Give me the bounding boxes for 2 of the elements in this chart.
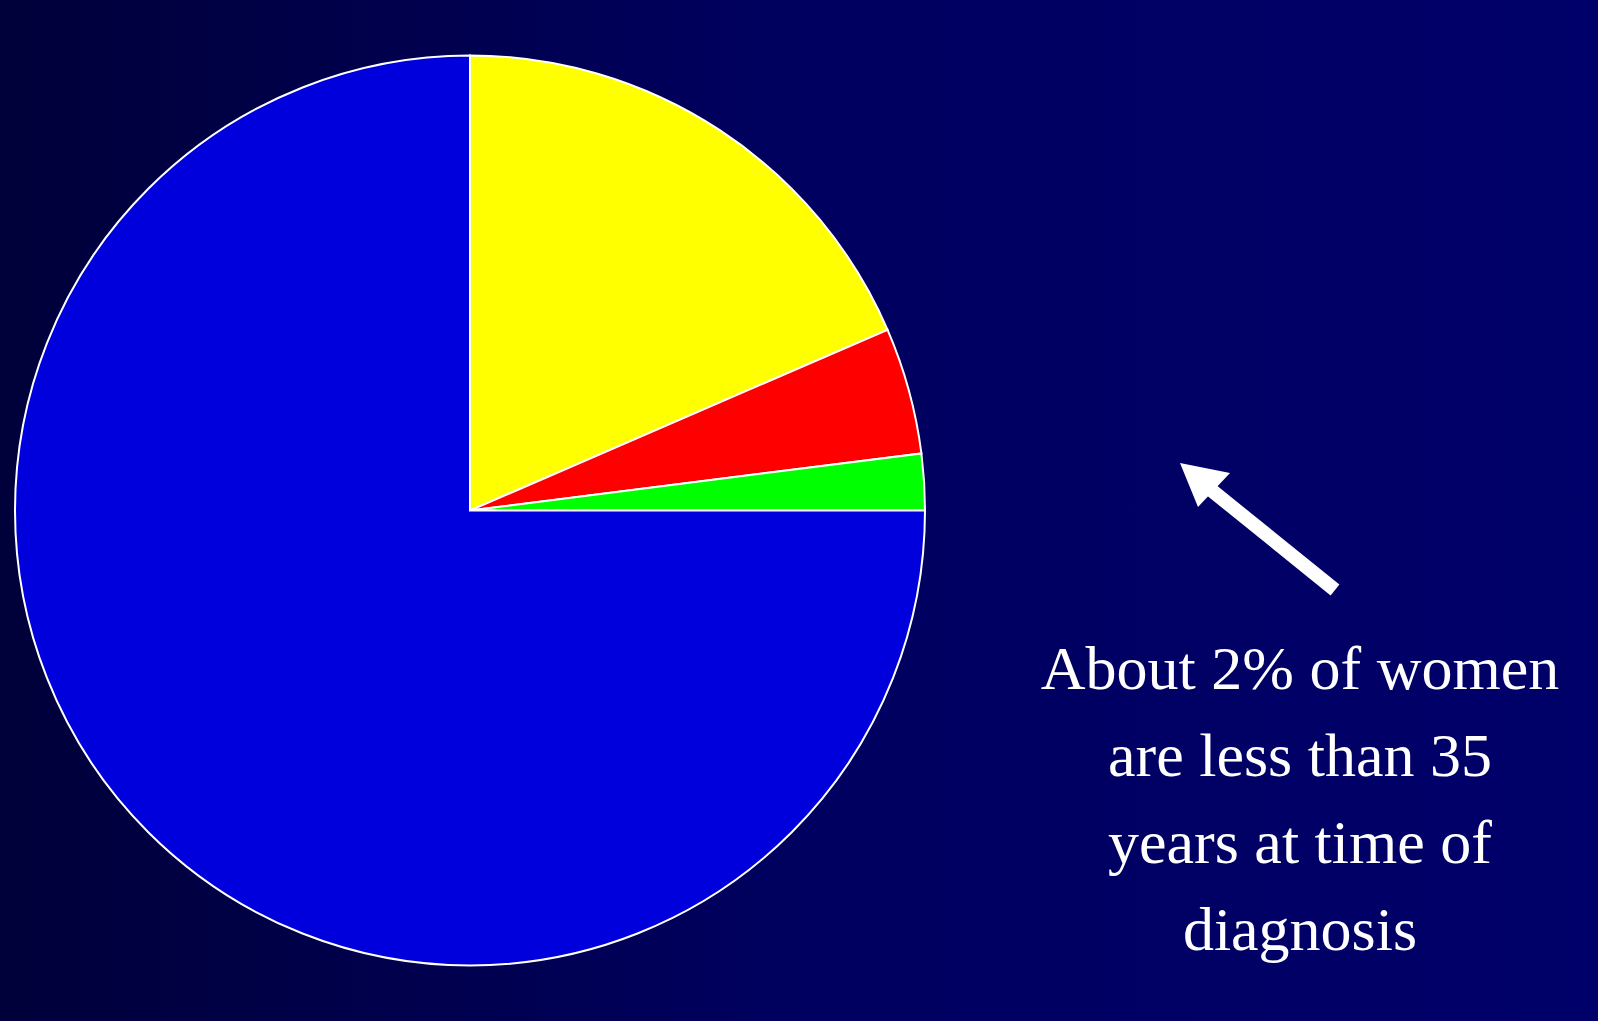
text: About 2% of women are less than 35 years at time of diagnosis: [1040, 633, 1560, 965]
pie-slice: [14, 54, 926, 967]
